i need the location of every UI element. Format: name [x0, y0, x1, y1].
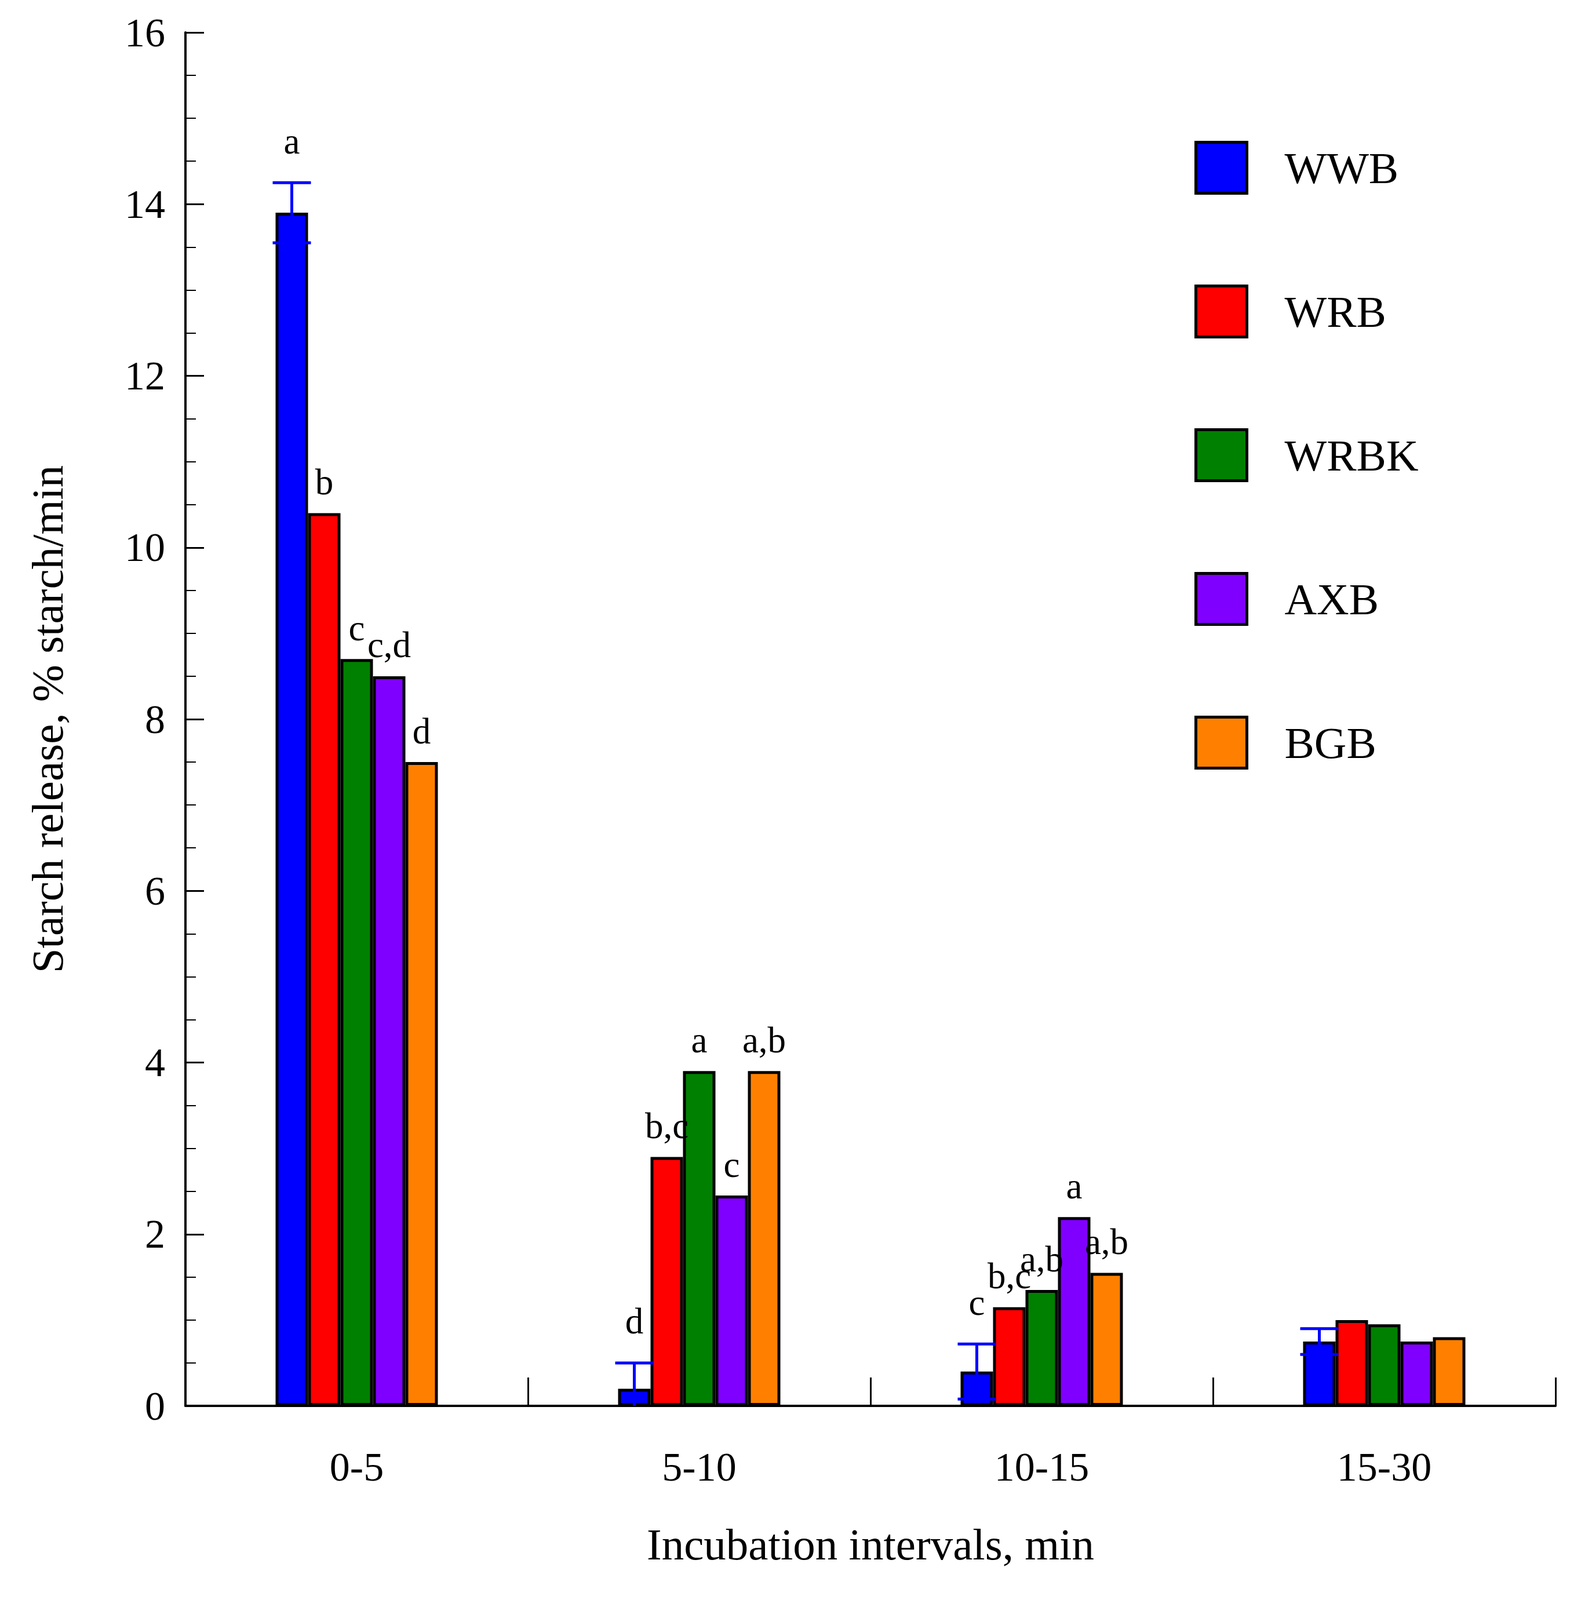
svg-text:10: 10 [124, 525, 166, 570]
svg-text:8: 8 [144, 697, 166, 742]
svg-text:AXB: AXB [1284, 574, 1380, 625]
svg-text:WWB: WWB [1284, 143, 1400, 193]
svg-text:a,b: a,b [742, 1019, 786, 1061]
svg-text:WRBK: WRBK [1284, 430, 1419, 481]
svg-text:a: a [1066, 1166, 1083, 1207]
svg-text:a: a [283, 121, 301, 162]
svg-text:BGB: BGB [1284, 718, 1377, 768]
svg-text:4: 4 [144, 1040, 166, 1085]
svg-text:16: 16 [124, 10, 166, 56]
svg-text:d: d [412, 711, 432, 752]
svg-text:b,c: b,c [987, 1255, 1032, 1297]
svg-text:c: c [723, 1144, 741, 1186]
svg-text:15-30: 15-30 [1337, 1444, 1432, 1490]
svg-text:WRB: WRB [1284, 286, 1387, 337]
svg-text:12: 12 [124, 353, 166, 399]
svg-text:c: c [348, 607, 366, 649]
svg-text:0-5: 0-5 [329, 1444, 384, 1490]
svg-text:a,b: a,b [1084, 1221, 1129, 1263]
svg-text:a,b: a,b [1019, 1239, 1064, 1280]
svg-text:0: 0 [144, 1383, 166, 1429]
svg-text:6: 6 [144, 868, 166, 914]
svg-text:b: b [315, 461, 334, 503]
svg-text:Incubation intervals, min: Incubation intervals, min [646, 1519, 1095, 1570]
svg-text:c: c [968, 1282, 986, 1324]
svg-text:a: a [691, 1019, 708, 1061]
svg-text:2: 2 [144, 1211, 166, 1257]
svg-text:d: d [625, 1301, 644, 1342]
svg-text:14: 14 [124, 181, 166, 227]
svg-text:5-10: 5-10 [661, 1444, 737, 1490]
svg-text:10-15: 10-15 [994, 1444, 1089, 1490]
svg-text:c,d: c,d [367, 624, 411, 666]
svg-text:Starch release, % starch/min: Starch release, % starch/min [22, 465, 73, 974]
svg-text:b,c: b,c [645, 1105, 689, 1147]
